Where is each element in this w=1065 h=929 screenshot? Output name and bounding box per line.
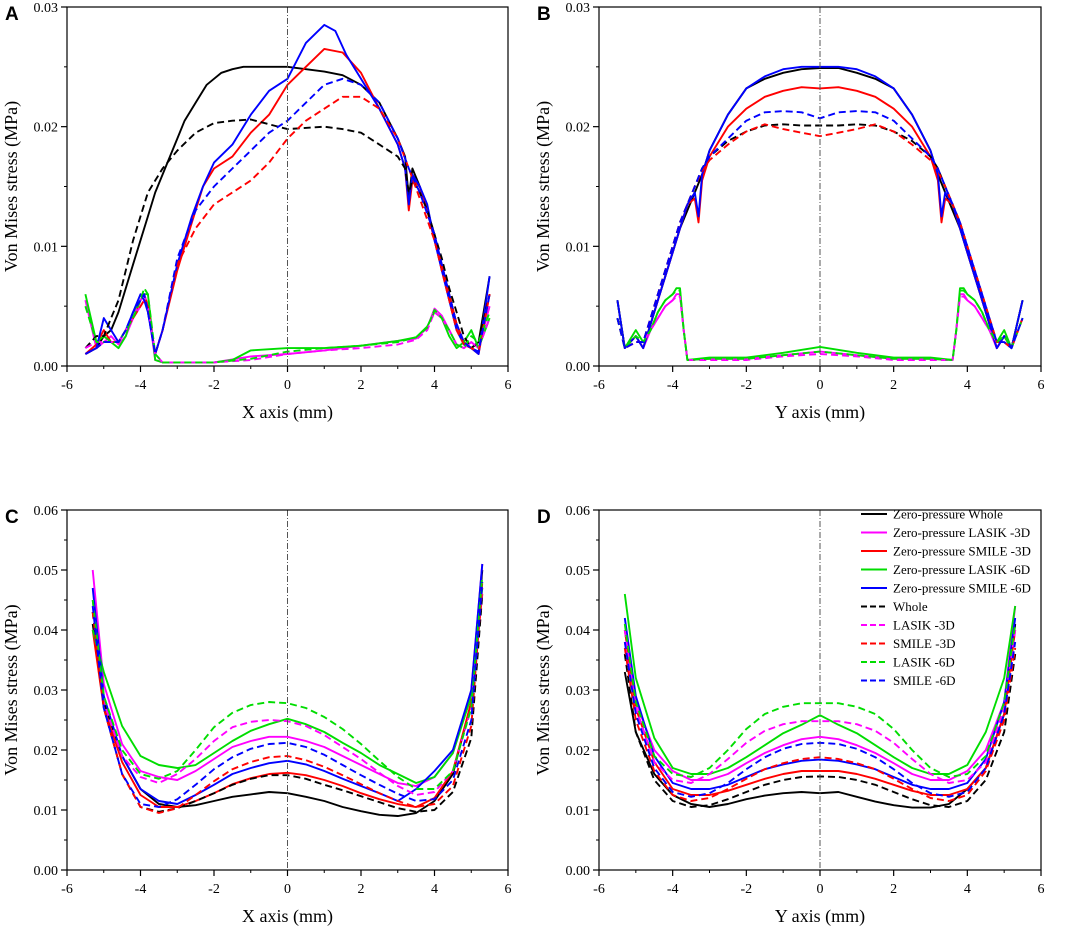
y-tick-label: 0.00 <box>34 360 59 375</box>
series-line-smile-6d <box>84 77 491 355</box>
legend-entry-label: Zero-pressure SMILE -6D <box>893 581 1031 596</box>
legend-entry-label: Zero-pressure Whole <box>893 507 1003 522</box>
y-tick-label: 0.02 <box>34 744 59 759</box>
x-tick-label: 6 <box>1038 378 1045 393</box>
panel-label: D <box>537 507 551 528</box>
y-tick-label: 0.01 <box>566 804 591 819</box>
x-tick-label: -6 <box>61 378 73 393</box>
y-axis-title: Von Mises stress (MPa) <box>533 101 554 272</box>
chart-panel-d: -6 -4 -2 0 2 4 6 0.00 0.01 0.02 0.03 0.04 0.05 0.06 Y … <box>533 504 1045 927</box>
legend-entry-label: Whole <box>893 599 928 614</box>
x-tick-label: 6 <box>505 378 512 393</box>
y-axis-title: Von Mises stress (MPa) <box>533 604 554 775</box>
x-tick-label: 4 <box>964 378 971 393</box>
x-tick-label: 0 <box>284 882 291 897</box>
x-tick-label: -6 <box>61 882 73 897</box>
series-line-whole <box>84 118 491 350</box>
legend-entry-label: Zero-pressure LASIK -3D <box>893 525 1030 540</box>
y-axis-title: Von Mises stress (MPa) <box>1 101 22 272</box>
x-axis-title: X axis (mm) <box>242 402 333 423</box>
legend-entry-label: SMILE -3D <box>893 636 955 651</box>
x-tick-label: 6 <box>1038 882 1045 897</box>
x-tick-label: -4 <box>667 882 679 897</box>
panel-label: C <box>5 507 19 528</box>
y-tick-label: 0.00 <box>566 864 591 879</box>
x-tick-label: 2 <box>890 882 897 897</box>
legend-entry-label: Zero-pressure SMILE -3D <box>893 544 1031 559</box>
panel-label: B <box>537 4 551 25</box>
x-tick-label: 0 <box>817 882 824 897</box>
y-tick-label: 0.01 <box>566 240 591 255</box>
y-axis-title: Von Mises stress (MPa) <box>1 604 22 775</box>
x-tick-label: 6 <box>505 882 512 897</box>
series-line-zero-pressure-lasik-6d <box>623 593 1017 775</box>
x-tick-label: -4 <box>135 882 147 897</box>
x-tick-label: 4 <box>964 882 971 897</box>
x-tick-label: -2 <box>208 378 220 393</box>
legend: Zero-pressure Whole Zero-pressure LASIK -… <box>861 507 1031 688</box>
legend-entry-label: SMILE -6D <box>893 673 955 688</box>
y-tick-label: 0.00 <box>566 360 591 375</box>
legend-entry-label: Zero-pressure LASIK -6D <box>893 562 1030 577</box>
series-line-zero-pressure-lasik-3d <box>623 605 1017 781</box>
legend-entry-label: LASIK -3D <box>893 618 955 633</box>
chart-panel-b: -6 -4 -2 0 2 4 6 0.00 0.01 0.02 0.03 Y axis (mm) Von… <box>533 1 1045 423</box>
y-tick-label: 0.04 <box>34 624 59 639</box>
x-axis-title: Y axis (mm) <box>775 906 865 927</box>
series-line-zero-pressure-smile-3d <box>91 593 484 808</box>
x-tick-label: 4 <box>431 882 438 897</box>
x-tick-label: 2 <box>358 378 365 393</box>
y-tick-label: 0.03 <box>34 684 59 699</box>
y-tick-label: 0.02 <box>566 744 591 759</box>
y-tick-label: 0.02 <box>34 121 59 136</box>
legend-entry-label: LASIK -6D <box>893 655 955 670</box>
series-line-zero-pressure-lasik-6d <box>91 587 484 784</box>
x-axis-title: X axis (mm) <box>242 906 333 927</box>
x-tick-label: -6 <box>593 882 605 897</box>
x-tick-label: -4 <box>667 378 679 393</box>
y-tick-label: 0.01 <box>34 804 59 819</box>
x-tick-label: -2 <box>740 378 752 393</box>
series-line-lasik-6d <box>623 623 1017 778</box>
x-tick-label: -4 <box>135 378 147 393</box>
x-tick-label: -2 <box>740 882 752 897</box>
x-tick-label: -2 <box>208 882 220 897</box>
series-line-smile-6d <box>91 581 484 808</box>
y-tick-label: 0.04 <box>566 624 591 639</box>
y-tick-label: 0.03 <box>34 1 59 16</box>
y-tick-label: 0.01 <box>34 240 59 255</box>
y-tick-label: 0.02 <box>566 121 591 136</box>
series-line-lasik-6d <box>91 575 484 790</box>
x-tick-label: -6 <box>593 378 605 393</box>
y-tick-label: 0.00 <box>34 864 59 879</box>
y-tick-label: 0.05 <box>566 564 591 579</box>
x-tick-label: 2 <box>890 378 897 393</box>
x-tick-label: 0 <box>817 378 824 393</box>
y-tick-label: 0.03 <box>566 1 591 16</box>
y-tick-label: 0.06 <box>34 504 59 519</box>
chart-panel-a: -6 -4 -2 0 2 4 6 0.00 0.01 0.02 0.03 X axis (mm) Von… <box>1 1 512 423</box>
y-tick-label: 0.03 <box>566 684 591 699</box>
series-line-lasik-3d <box>616 295 1024 361</box>
x-tick-label: 2 <box>358 882 365 897</box>
panel-label: A <box>5 4 19 25</box>
series-line-zero-pressure-smile-6d <box>623 617 1017 790</box>
x-tick-label: 4 <box>431 378 438 393</box>
series-line-zero-pressure-lasik-6d <box>84 293 491 364</box>
chart-panel-c: -6 -4 -2 0 2 4 6 0.00 0.01 0.02 0.03 0.04 0.05 0.06 X … <box>1 504 512 927</box>
series-group <box>84 23 491 364</box>
x-axis-title: Y axis (mm) <box>775 402 865 423</box>
x-tick-label: 0 <box>284 378 291 393</box>
y-tick-label: 0.05 <box>34 564 59 579</box>
y-tick-label: 0.06 <box>566 504 591 519</box>
